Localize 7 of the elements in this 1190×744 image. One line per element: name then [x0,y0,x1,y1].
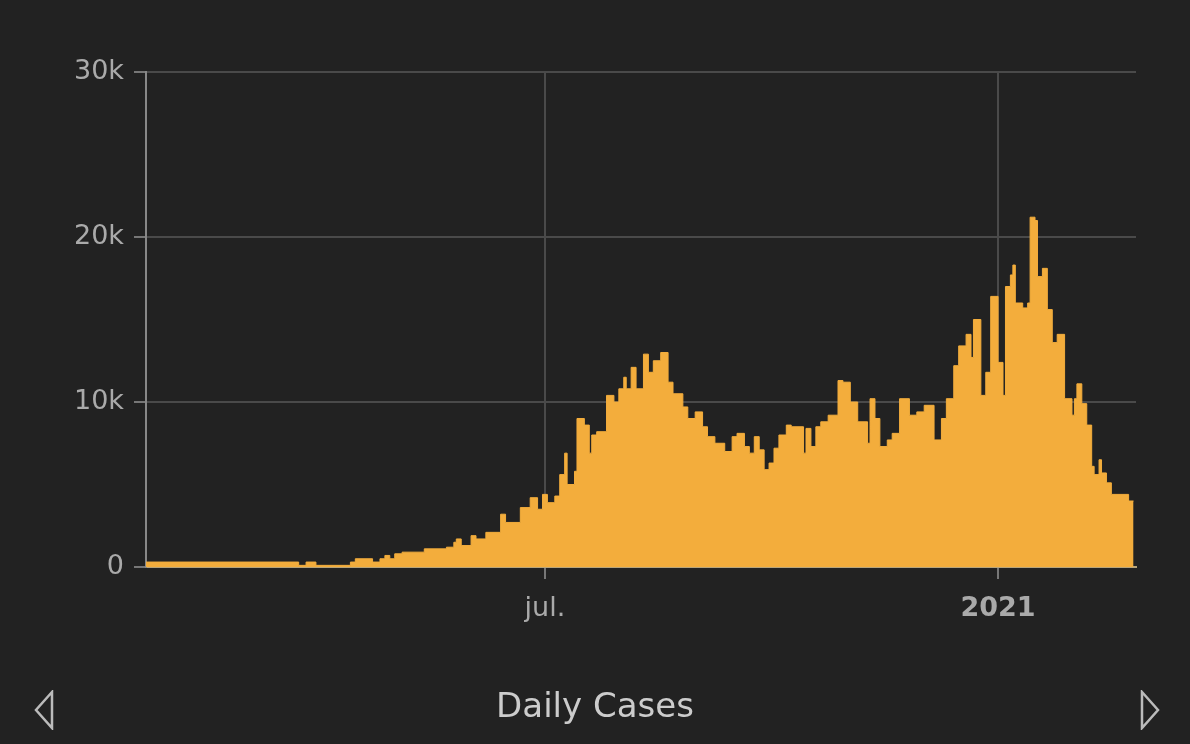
x-tick-label: 2021 [960,591,1036,623]
x-tick-label: jul. [523,591,566,623]
text: Daily Cases [495,685,695,725]
y-tick-label: 0 [106,549,124,581]
y-tick-label: 10k [74,384,125,416]
y-tick-label: 20k [74,219,125,251]
y-tick-label: 30k [74,54,125,86]
